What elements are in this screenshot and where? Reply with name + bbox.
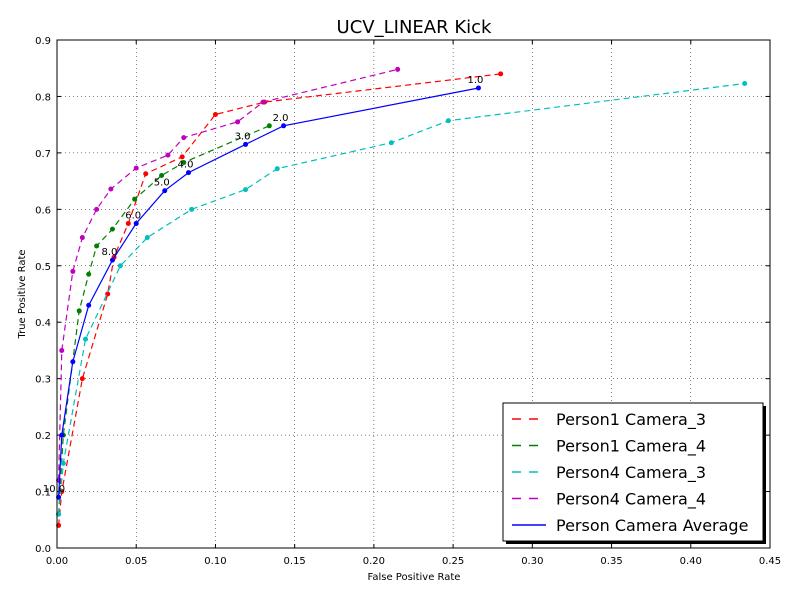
series-point [125, 220, 131, 226]
series-point [281, 123, 287, 129]
threshold-label: 6.0 [125, 210, 141, 221]
legend-label: Person4 Camera_4 [556, 490, 706, 510]
series-point [133, 220, 139, 226]
series-group [56, 80, 748, 517]
threshold-annotations: 10.0 8.0 6.0 5.0 4.0 3.0 2.0 1.0 [43, 75, 484, 495]
series-point [181, 135, 187, 141]
grid [57, 40, 770, 548]
x-tick-label: 0.05 [125, 556, 147, 567]
x-tick-label: 0.25 [442, 556, 464, 567]
series-point [79, 376, 85, 382]
axis-ticks: 0.00 0.05 0.10 0.15 0.20 0.25 0.30 0.35 0.40 0.45… [35, 36, 781, 567]
series-point [179, 154, 185, 160]
series-point [132, 196, 138, 202]
y-tick-label: 0.5 [35, 262, 51, 273]
series-point [742, 80, 748, 86]
x-tick-label: 0.35 [600, 556, 622, 567]
y-axis-label: True Positive Rate [17, 249, 28, 339]
series-point [212, 112, 218, 118]
legend-label: Person1 Camera_3 [556, 410, 706, 430]
y-tick-label: 0.9 [35, 36, 51, 47]
threshold-label: 5.0 [154, 178, 170, 189]
series-point [76, 308, 82, 314]
series-point [498, 71, 504, 77]
legend-label: Person Camera Average [556, 516, 748, 535]
series-point [60, 460, 66, 466]
x-axis-label: False Positive Rate [368, 572, 461, 583]
series-point [117, 263, 123, 269]
chart-title: UCV_LINEAR Kick [337, 17, 492, 38]
y-tick-label: 0.6 [35, 205, 51, 216]
series-point [243, 141, 249, 147]
series-point [94, 243, 100, 249]
series-point [159, 172, 165, 178]
series-point [266, 123, 272, 129]
y-tick-label: 0.7 [35, 149, 51, 160]
series-group [56, 85, 481, 500]
plot-frame [56, 39, 771, 549]
series-point [165, 152, 171, 158]
series-point [143, 171, 149, 177]
x-tick-label: 0.00 [46, 556, 68, 567]
threshold-label: 1.0 [468, 75, 484, 86]
x-tick-label: 0.10 [204, 556, 226, 567]
series-point [235, 119, 241, 125]
series-point [109, 226, 115, 232]
threshold-label: 3.0 [235, 131, 251, 142]
series-line [58, 68, 398, 481]
series-point [108, 186, 114, 192]
x-tick-label: 0.30 [521, 556, 543, 567]
x-tick-label: 0.45 [759, 556, 781, 567]
series-point [144, 235, 150, 241]
legend: Person1 Camera_3 Person1 Camera_4 Person4 … [502, 402, 766, 544]
series-point [133, 165, 139, 171]
threshold-label: 8.0 [102, 247, 118, 258]
series-point [475, 85, 481, 91]
series-point [388, 140, 394, 146]
series-point [94, 206, 100, 212]
y-tick-label: 0.2 [35, 431, 51, 442]
legend-label: Person1 Camera_4 [556, 437, 706, 457]
threshold-label: 4.0 [178, 160, 194, 171]
series-point [86, 271, 92, 277]
series-point [70, 268, 76, 274]
series-point [260, 99, 266, 105]
y-tick-label: 0.3 [35, 375, 51, 386]
legend-box [502, 402, 764, 542]
series-point [70, 359, 76, 365]
series-point [189, 206, 195, 212]
series-point [83, 336, 89, 342]
series-point [274, 166, 280, 172]
series-point [59, 432, 65, 438]
series-point [79, 235, 85, 241]
series-point [59, 347, 65, 353]
y-tick-label: 0.4 [35, 318, 51, 329]
series-point [243, 187, 249, 193]
x-tick-label: 0.20 [363, 556, 385, 567]
threshold-label: 2.0 [273, 113, 289, 124]
legend-label: Person4 Camera_3 [556, 463, 706, 483]
series-point [186, 170, 192, 176]
y-tick-label: 0.0 [35, 544, 51, 555]
y-tick-label: 0.1 [35, 488, 51, 499]
series-point [162, 188, 168, 194]
x-tick-label: 0.15 [284, 556, 306, 567]
series-point [445, 118, 451, 124]
x-tick-label: 0.40 [680, 556, 702, 567]
series-line [58, 82, 745, 515]
threshold-label: 10.0 [43, 484, 65, 495]
series-point [181, 159, 187, 165]
series-point [86, 302, 92, 308]
series-point [395, 66, 401, 72]
series-lines [56, 66, 748, 528]
y-tick-label: 0.8 [35, 92, 51, 103]
series-point [109, 257, 115, 263]
series-group [56, 71, 504, 528]
